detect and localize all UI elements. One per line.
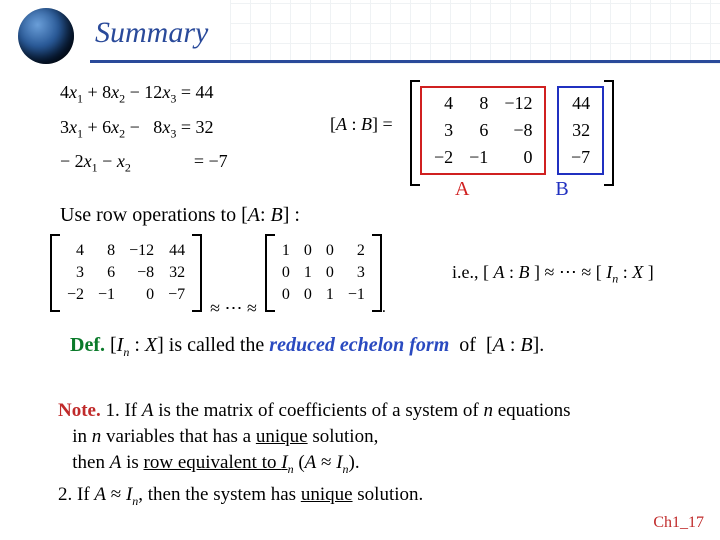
equation-3: − 2x1 − x2 = −7 xyxy=(60,147,228,182)
note-label: Note. xyxy=(58,400,101,421)
approx-dots: ≈ ⋯ ≈ xyxy=(210,298,257,318)
underline-rowequiv: row equivalent to In xyxy=(144,452,294,473)
row-ops-instruction: Use row operations to [A: B] : xyxy=(60,204,300,227)
equation-1: 4x1 + 8x2 − 12x3 = 44 xyxy=(60,78,228,113)
matrix-a-box: 48−1236−8−2−10 xyxy=(420,86,546,175)
page-footer: Ch1_17 xyxy=(653,514,704,532)
header: Summary xyxy=(0,0,720,70)
ab-labels: A B xyxy=(455,178,569,201)
augmented-label: [A : B] = xyxy=(330,114,393,135)
map-background xyxy=(230,0,720,64)
globe-icon xyxy=(18,8,74,64)
header-underline xyxy=(90,60,720,63)
page-title: Summary xyxy=(95,16,208,50)
underline-unique-2: unique xyxy=(301,484,353,505)
label-b: B xyxy=(555,178,568,200)
label-a: A xyxy=(455,178,468,200)
def-term: reduced echelon form xyxy=(269,334,449,356)
equation-2: 3x1 + 6x2 − 8x3 = 32 xyxy=(60,113,228,148)
matrix-right: 10020103001−1 xyxy=(265,234,382,312)
def-label: Def. xyxy=(70,334,105,356)
underline-unique-1: unique xyxy=(256,426,308,447)
matrix-left: 48−124436−832−2−10−7 xyxy=(50,234,202,312)
note-block: Note. 1. If A is the matrix of coefficie… xyxy=(58,398,690,514)
augmented-matrix: 48−1236−8−2−10 4432−7 xyxy=(410,80,614,186)
def-after: of [A : B]. xyxy=(454,334,544,356)
definition: Def. [In : X] is called the reduced eche… xyxy=(70,334,544,360)
system-of-equations: 4x1 + 8x2 − 12x3 = 44 3x1 + 6x2 − 8x3 = … xyxy=(60,78,228,182)
ie-expression: i.e., [ A : B ] ≈ ⋯ ≈ [ In : X ] xyxy=(452,262,654,287)
row-reduction: 48−124436−832−2−10−7 ≈ ⋯ ≈ 10020103001−1… xyxy=(50,234,386,319)
matrix-b-box: 4432−7 xyxy=(557,86,604,175)
